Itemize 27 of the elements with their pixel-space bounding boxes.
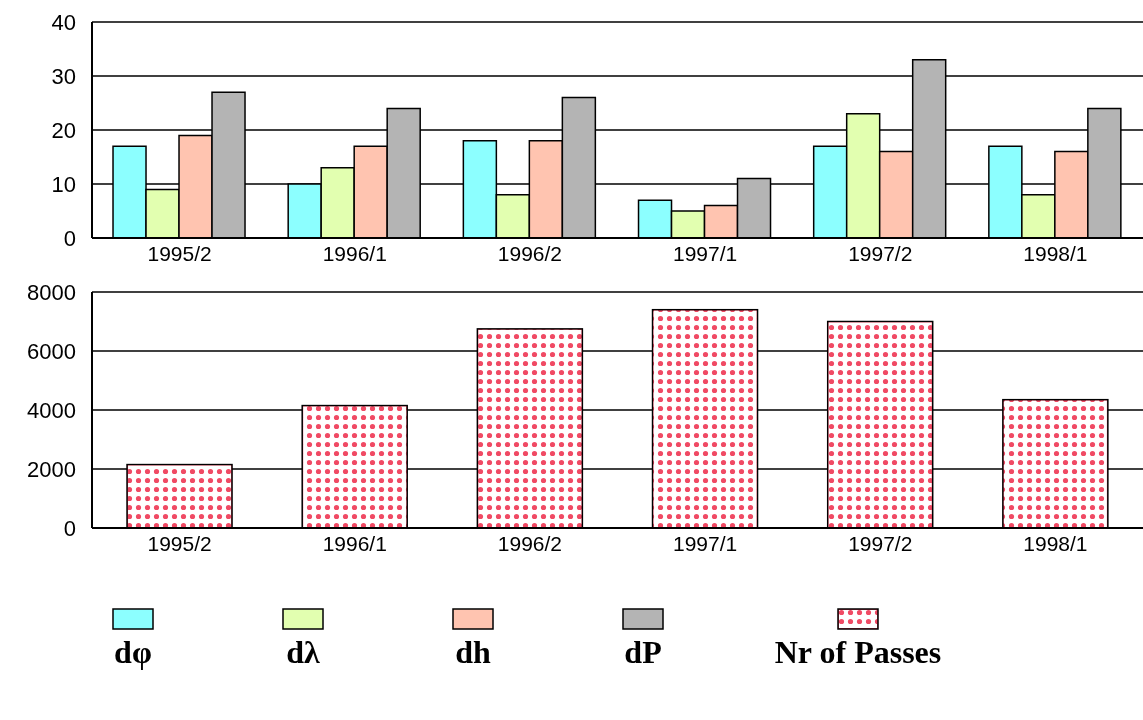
- x-tick-label: 1996/1: [322, 241, 387, 265]
- y-tick-label: 0: [63, 515, 76, 541]
- y-tick-label: 2000: [27, 456, 76, 482]
- x-tick-label: 1997/1: [672, 531, 738, 555]
- y-tick-label: 10: [51, 171, 76, 197]
- legend-label: dh: [455, 634, 491, 671]
- x-tick-label: 1998/1: [1023, 531, 1088, 555]
- x-tick-label: 1998/1: [1023, 241, 1088, 265]
- y-tick-label: 30: [51, 63, 76, 89]
- y-tick-label: 40: [51, 9, 76, 35]
- x-tick-label: 1996/2: [497, 531, 563, 555]
- x-tick-label: 1997/2: [848, 241, 913, 265]
- y-tick-label: 4000: [27, 397, 76, 423]
- y-tick-label: 6000: [27, 338, 76, 364]
- legend-label: dλ: [286, 634, 320, 671]
- y-tick-label: 20: [51, 117, 76, 143]
- x-tick-label: 1997/1: [672, 241, 738, 265]
- y-tick-label: 8000: [27, 279, 76, 305]
- legend-label: Nr of Passes: [774, 634, 942, 671]
- x-tick-label: 1996/1: [322, 531, 387, 555]
- x-tick-label: 1995/2: [147, 241, 212, 265]
- legend-label: dφ: [114, 634, 152, 671]
- x-tick-label: 1996/2: [497, 241, 563, 265]
- y-tick-label: 0: [63, 225, 76, 251]
- x-tick-label: 1997/2: [848, 531, 913, 555]
- x-tick-label: 1995/2: [147, 531, 212, 555]
- legend-label: dP: [624, 634, 662, 671]
